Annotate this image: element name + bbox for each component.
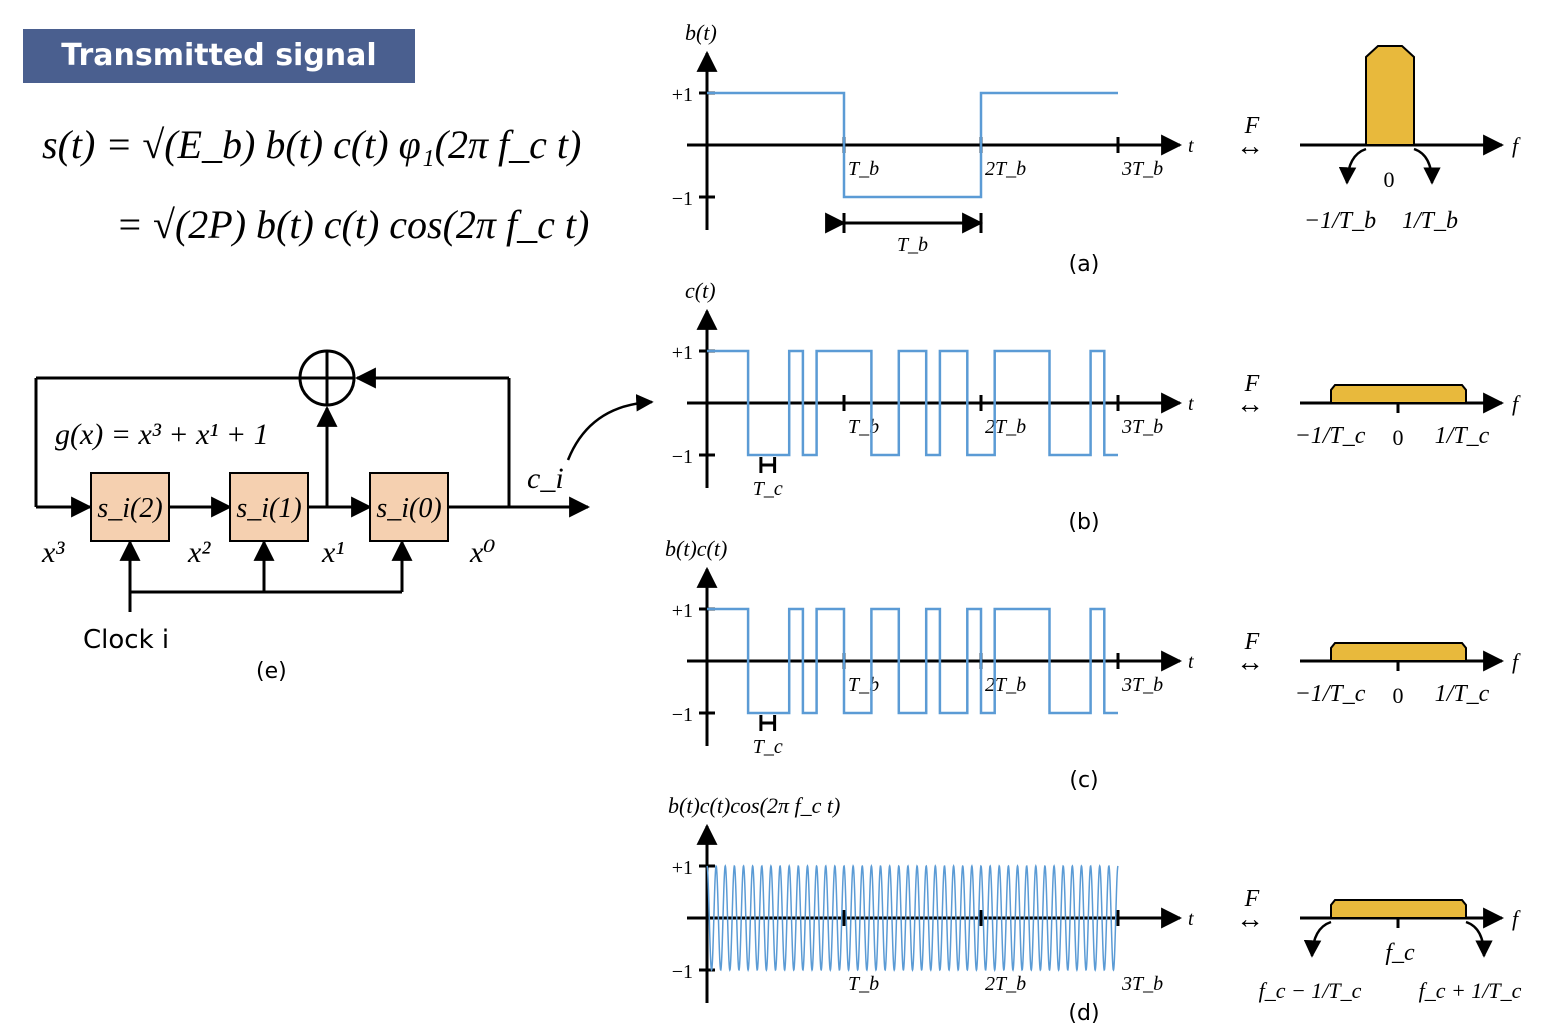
panel-d: +1 −1 b(t)c(t)cos(2π f_c t) t T_b 2T_b 3T_b (d)… bbox=[668, 793, 1522, 1023]
tick-label-2tb: 2T_b bbox=[985, 973, 1026, 995]
tick-label-1tb: T_b bbox=[848, 674, 879, 696]
fourier-arrow: ↔ bbox=[1236, 131, 1264, 162]
tick-label-1tb: T_b bbox=[848, 416, 879, 438]
bit-waveform bbox=[707, 91, 1118, 199]
tick-label-2tb: 2T_b bbox=[985, 416, 1026, 438]
chip-duration-label: T_c bbox=[753, 736, 783, 758]
label-minus-one: −1 bbox=[672, 188, 693, 210]
panel-label-b: (b) bbox=[1068, 510, 1099, 535]
label-minus-one: −1 bbox=[672, 961, 693, 983]
narrowband-spectrum bbox=[1365, 45, 1415, 146]
fourier-symbol: F bbox=[1244, 113, 1260, 139]
register-s1 bbox=[229, 472, 309, 542]
tick-label-3tb: 3T_b bbox=[1121, 158, 1163, 180]
spectrum-right-label: 1/T_c bbox=[1435, 681, 1490, 707]
signal-label: b(t)c(t) bbox=[665, 536, 727, 561]
spectrum-right-label: 1/T_b bbox=[1402, 208, 1458, 234]
label-plus-one: +1 bbox=[672, 84, 693, 106]
spectrum-zero-label: 0 bbox=[1393, 683, 1404, 708]
tick-label-1tb: T_b bbox=[848, 973, 879, 995]
chip-duration-label: T_c bbox=[753, 478, 783, 500]
modulated-waveform bbox=[706, 863, 1119, 973]
fourier-symbol: F bbox=[1244, 886, 1260, 912]
frequency-variable-label: f bbox=[1512, 133, 1521, 158]
panel-a: +1 −1 b(t) t T_b 2T_b 3T_b (a) T_b F↔ f 0 −1/T_b 1/T_… bbox=[672, 20, 1521, 277]
spread-waveform bbox=[707, 607, 1118, 715]
label-plus-one: +1 bbox=[672, 600, 693, 622]
panel-label-c: (c) bbox=[1069, 768, 1098, 793]
tick-label-1tb: T_b bbox=[848, 158, 879, 180]
register-s0 bbox=[369, 472, 449, 542]
tick-label-3tb: 3T_b bbox=[1121, 416, 1163, 438]
tick-label-2tb: 2T_b bbox=[985, 674, 1026, 696]
fourier-symbol: F bbox=[1244, 629, 1260, 655]
spectrum-left-label: −1/T_b bbox=[1304, 208, 1376, 234]
spectrum-left-label: −1/T_c bbox=[1295, 423, 1366, 449]
spectrum-zero-label: 0 bbox=[1393, 425, 1404, 450]
spectrum-left-label: −1/T_c bbox=[1295, 681, 1366, 707]
frequency-variable-label: f bbox=[1512, 649, 1521, 674]
chip-waveform bbox=[707, 349, 1118, 457]
panel-label-a: (a) bbox=[1069, 252, 1100, 277]
tap-label-x2: x² bbox=[187, 536, 211, 569]
panel-label-e: (e) bbox=[256, 659, 287, 684]
clock-label: Clock i bbox=[83, 625, 169, 655]
right-edge-arrow bbox=[1465, 920, 1493, 958]
panel-label-d: (d) bbox=[1068, 1001, 1099, 1023]
tick-label-3tb: 3T_b bbox=[1121, 674, 1163, 696]
spectrum-center-label: f_c bbox=[1385, 940, 1415, 966]
label-minus-one: −1 bbox=[672, 446, 693, 468]
register-s2 bbox=[90, 472, 170, 542]
time-variable-label: t bbox=[1188, 651, 1194, 673]
output-label-ci: c_i bbox=[527, 462, 564, 495]
register-s0-label: s_i(0) bbox=[376, 493, 441, 524]
panel-c: +1 −1 b(t)c(t) t T_b 2T_b 3T_b (c) T_c F↔ f 0 −1/T_c… bbox=[665, 536, 1521, 793]
panel-b: +1 −1 c(t) t T_b 2T_b 3T_b (b) T_c F↔ f 0 −1/T_c 1/T_… bbox=[672, 278, 1521, 535]
tap-label-x0: x⁰ bbox=[469, 536, 495, 569]
spectrum-right-label: 1/T_c bbox=[1435, 423, 1490, 449]
label-minus-one: −1 bbox=[672, 704, 693, 726]
wideband-spectrum bbox=[1330, 899, 1467, 919]
transmitted-signal-equation: s(t) = √(E_b) b(t) c(t) φ₁(2π f_c t) = √… bbox=[42, 122, 589, 247]
tick-label-2tb: 2T_b bbox=[985, 158, 1026, 180]
lfsr-to-panel-arrow bbox=[566, 394, 654, 461]
signal-label: b(t) bbox=[685, 20, 717, 45]
time-variable-label: t bbox=[1188, 908, 1194, 930]
lfsr-registers: s_i(2) s_i(1) s_i(0) bbox=[90, 472, 449, 542]
fourier-arrow: ↔ bbox=[1236, 389, 1264, 420]
right-edge-arrow bbox=[1413, 147, 1441, 185]
lfsr-circuit bbox=[34, 349, 591, 612]
lfsr-labels: g(x) = x³ + x¹ + 1 x³ x² x¹ x⁰ c_i bbox=[41, 418, 564, 569]
fourier-arrow: ↔ bbox=[1236, 647, 1264, 678]
time-variable-label: t bbox=[1188, 135, 1194, 157]
tap-label-x1: x¹ bbox=[321, 536, 344, 569]
label-plus-one: +1 bbox=[672, 857, 693, 879]
wideband-spectrum bbox=[1330, 384, 1467, 404]
signal-label: b(t)c(t)cos(2π f_c t) bbox=[668, 793, 840, 818]
equation-line-1: s(t) = √(E_b) b(t) c(t) φ₁(2π f_c t) bbox=[42, 122, 581, 167]
time-variable-label: t bbox=[1188, 393, 1194, 415]
spectrum-right-label: f_c + 1/T_c bbox=[1419, 978, 1522, 1003]
tap-label-x3: x³ bbox=[41, 536, 65, 569]
spectrum-zero-label: 0 bbox=[1384, 167, 1395, 192]
fourier-symbol: F bbox=[1244, 371, 1260, 397]
signal-label: c(t) bbox=[685, 278, 716, 303]
tick-label-3tb: 3T_b bbox=[1121, 973, 1163, 995]
register-s1-label: s_i(1) bbox=[236, 493, 301, 524]
frequency-variable-label: f bbox=[1512, 391, 1521, 416]
equation-line-2: = √(2P) b(t) c(t) cos(2π f_c t) bbox=[116, 202, 589, 247]
register-s2-label: s_i(2) bbox=[97, 493, 162, 524]
wideband-spectrum bbox=[1330, 642, 1467, 662]
left-edge-arrow bbox=[1338, 147, 1367, 185]
title-text: Transmitted signal bbox=[61, 38, 377, 73]
bit-duration-label: T_b bbox=[897, 234, 928, 256]
polynomial-label: g(x) = x³ + x¹ + 1 bbox=[55, 418, 269, 451]
title-banner: Transmitted signal bbox=[23, 29, 415, 83]
label-plus-one: +1 bbox=[672, 342, 693, 364]
left-edge-arrow bbox=[1303, 920, 1332, 958]
fourier-arrow: ↔ bbox=[1236, 904, 1264, 935]
frequency-variable-label: f bbox=[1512, 906, 1521, 931]
spectrum-left-label: f_c − 1/T_c bbox=[1259, 978, 1362, 1003]
